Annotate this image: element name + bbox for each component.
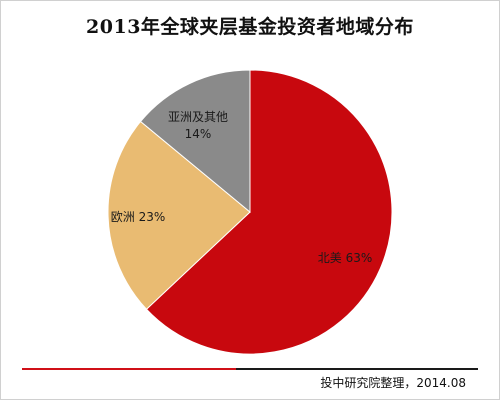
source-note: 投中研究院整理，2014.08: [320, 376, 466, 390]
slice-label-asia-other-name: 亚洲及其他: [168, 110, 228, 124]
slice-asia-other: [139, 69, 251, 214]
slice-label-europe: 欧洲 23%: [111, 210, 166, 224]
slice-north-america: [145, 69, 393, 355]
chart-title: 2013年全球夹层基金投资者地域分布: [86, 16, 414, 38]
pie-slices: [107, 69, 393, 355]
footer-rule-red: [22, 368, 236, 370]
footer-rule-black: [236, 368, 478, 370]
slice-label-north-america: 北美 63%: [318, 251, 373, 265]
slice-europe: [107, 120, 251, 310]
slice-label-asia-other-value: 14%: [185, 127, 212, 141]
